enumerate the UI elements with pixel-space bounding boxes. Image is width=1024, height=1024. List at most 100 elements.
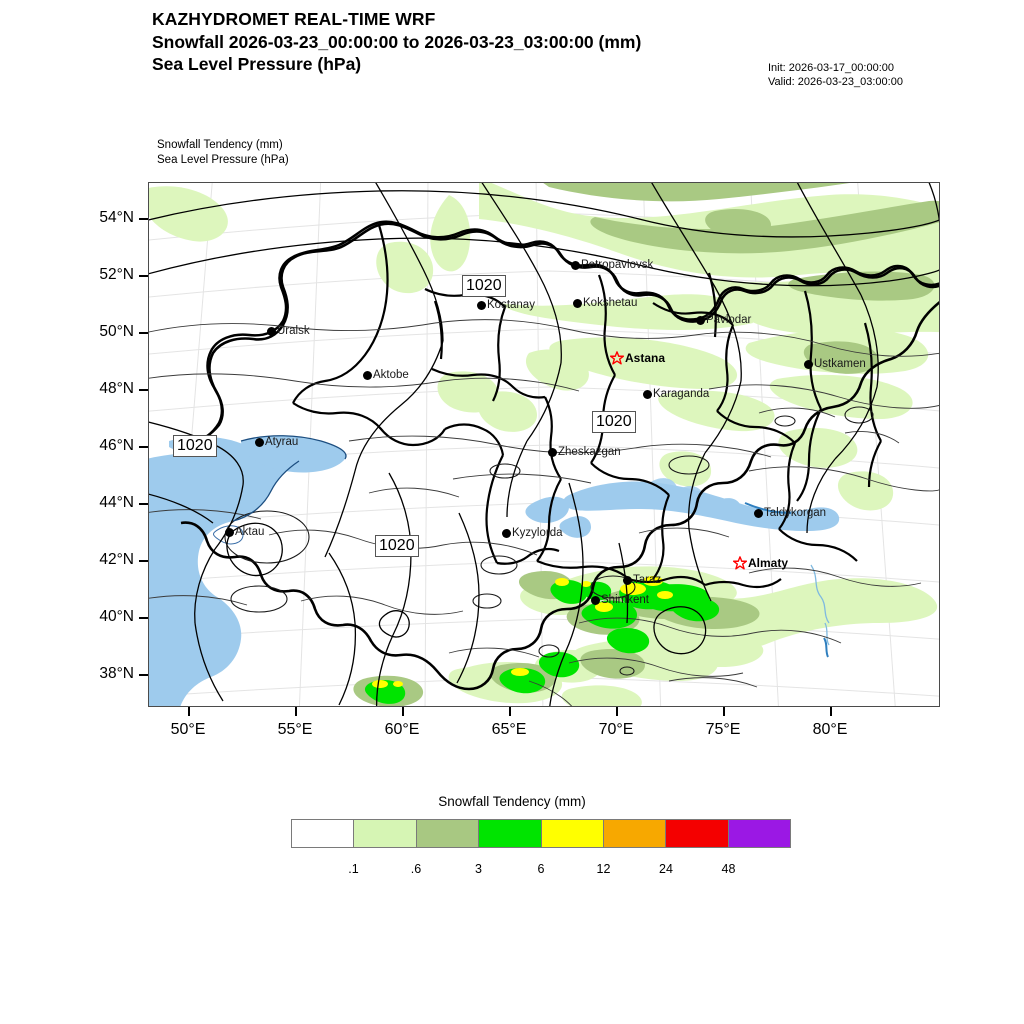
colorbar-swatch-3 [479, 820, 542, 847]
rivers [810, 564, 830, 646]
colorbar-tick-label: 24 [659, 862, 673, 876]
pressure-label-1020-central: 1020 [592, 411, 636, 433]
lon-tick-label: 60°E [384, 721, 420, 738]
city-marker-taraz[interactable]: Taraz [623, 574, 661, 586]
city-dot [696, 315, 705, 325]
city-dot [477, 300, 486, 310]
city-marker-petropavlovsk[interactable]: Petropavlovsk [571, 259, 653, 271]
map-panel[interactable]: 1020 1020 1020 1020 Petropavlovsk Kostan… [148, 182, 940, 707]
lat-tick-label: 40°N [99, 608, 134, 625]
city-label: Kokshetau [583, 297, 638, 309]
coastline [232, 435, 347, 522]
kazakhstan-boundary [180, 222, 939, 691]
valid-time: Valid: 2026-03-23_03:00:00 [768, 75, 903, 88]
city-marker-taldykorgan[interactable]: Taldykorgan [754, 507, 826, 519]
lat-tick-label: 46°N [99, 437, 134, 454]
city-marker-shimkent[interactable]: Shimkent [591, 594, 649, 606]
city-label: Taraz [633, 574, 662, 586]
lat-tick-label: 44°N [99, 494, 134, 511]
pressure-label-1020-south: 1020 [375, 535, 419, 557]
city-marker-astana[interactable]: Astana [610, 351, 665, 365]
colorbar-swatch-5 [603, 820, 667, 847]
lon-tick-label: 55°E [277, 721, 313, 738]
colorbar-tick-label: .1 [348, 862, 359, 876]
lon-tick-label: 65°E [491, 721, 527, 738]
colorbar-swatch-1 [354, 820, 417, 847]
pressure-subtitle: Sea Level Pressure (hPa) [152, 54, 362, 74]
lat-tick-label: 38°N [99, 665, 134, 682]
map-frame: 1020 1020 1020 1020 Petropavlovsk Kostan… [148, 182, 940, 707]
lon-tick-label: 80°E [812, 721, 848, 738]
colorbar-swatch-6 [666, 820, 729, 847]
city-dot [804, 359, 813, 369]
city-label: Aktau [235, 526, 265, 538]
city-dot [363, 370, 372, 380]
lat-tick-label: 50°N [99, 323, 134, 340]
city-marker-pavlodar[interactable]: Pavlodar [696, 314, 751, 326]
oblast-borders [292, 224, 882, 589]
city-label: Shimkent [601, 594, 649, 606]
map-graphic [149, 183, 939, 706]
latitude-axis: 54°N 52°N 50°N 48°N 46°N 44°N 42°N 40°N … [0, 182, 148, 707]
city-marker-aktobe[interactable]: Aktobe [363, 369, 409, 381]
colorbar-swatch-2 [416, 820, 480, 847]
city-dot [623, 575, 632, 585]
field-caption-pressure: Sea Level Pressure (hPa) [157, 153, 289, 166]
capital-star-icon [733, 556, 747, 570]
colorbar-tick-label: 48 [721, 862, 736, 876]
city-marker-almaty[interactable]: Almaty [733, 556, 788, 570]
lat-tick-label: 52°N [99, 266, 134, 283]
city-marker-karaganda[interactable]: Karaganda [643, 388, 709, 400]
small-lakes [224, 406, 874, 676]
lon-tick-label: 75°E [705, 721, 741, 738]
city-marker-atyrau[interactable]: Atyrau [255, 436, 298, 448]
city-marker-aktau[interactable]: Aktau [225, 526, 264, 538]
colorbar[interactable] [291, 819, 791, 848]
pressure-label-1020-west: 1020 [173, 435, 217, 457]
city-marker-kostanay[interactable]: Kostanay [477, 299, 535, 311]
field-caption-snowfall: Snowfall Tendency (mm) [157, 139, 283, 151]
colorbar-swatch-7 [728, 820, 790, 847]
city-label: Atyrau [265, 436, 299, 448]
colorbar-swatch-0 [292, 820, 355, 847]
city-label: Uralsk [277, 325, 310, 337]
city-label: Karaganda [653, 388, 710, 400]
city-label: Ustkamen [814, 358, 866, 370]
city-marker-uralsk[interactable]: Uralsk [267, 325, 310, 337]
colorbar-swatch-4 [541, 820, 604, 847]
city-dot [502, 528, 511, 538]
snowfall-subtitle: Snowfall 2026-03-23_00:00:00 to 2026-03-… [152, 31, 642, 52]
city-label: Petropavlovsk [581, 259, 654, 271]
city-label: Kyzylorda [512, 527, 563, 539]
lat-tick-label: 54°N [99, 209, 134, 226]
city-marker-ustkamen[interactable]: Ustkamen [804, 358, 866, 370]
longitude-axis: 50°E 55°E 60°E 65°E 70°E 75°E 80°E [148, 707, 940, 757]
colorbar-tick-label: .6 [410, 862, 422, 876]
colorbar-tick-label: 3 [475, 862, 482, 876]
city-marker-kokshetau[interactable]: Kokshetau [573, 297, 637, 309]
city-dot [571, 260, 580, 270]
run-info-block: Init: 2026-03-17_00:00:00 Valid: 2026-03… [768, 62, 903, 89]
city-label: Kostanay [487, 299, 535, 311]
product-title: KAZHYDROMET REAL-TIME WRF [152, 9, 436, 29]
city-marker-kyzylorda[interactable]: Kyzylorda [502, 527, 563, 539]
city-dot [643, 389, 652, 399]
city-label: Almaty [748, 556, 789, 570]
colorbar-ticks: .1 .6 3 6 12 24 48 [291, 862, 791, 880]
city-label: Zheskazgan [558, 446, 621, 458]
city-dot [267, 326, 276, 336]
city-dot [255, 437, 264, 447]
lat-tick-label: 48°N [99, 380, 134, 397]
lon-tick-label: 70°E [598, 721, 634, 738]
pressure-label-1020-north: 1020 [462, 275, 506, 297]
city-dot [754, 508, 763, 518]
pressure-contours [149, 183, 939, 706]
city-label: Pavlodar [706, 314, 752, 326]
minor-boundaries [149, 319, 939, 706]
city-dot [573, 298, 582, 308]
city-marker-zheskazgan[interactable]: Zheskazgan [548, 446, 621, 458]
init-time: Init: 2026-03-17_00:00:00 [768, 62, 894, 74]
city-label: Astana [625, 351, 666, 365]
city-dot [548, 447, 557, 457]
city-label: Aktobe [373, 369, 409, 381]
